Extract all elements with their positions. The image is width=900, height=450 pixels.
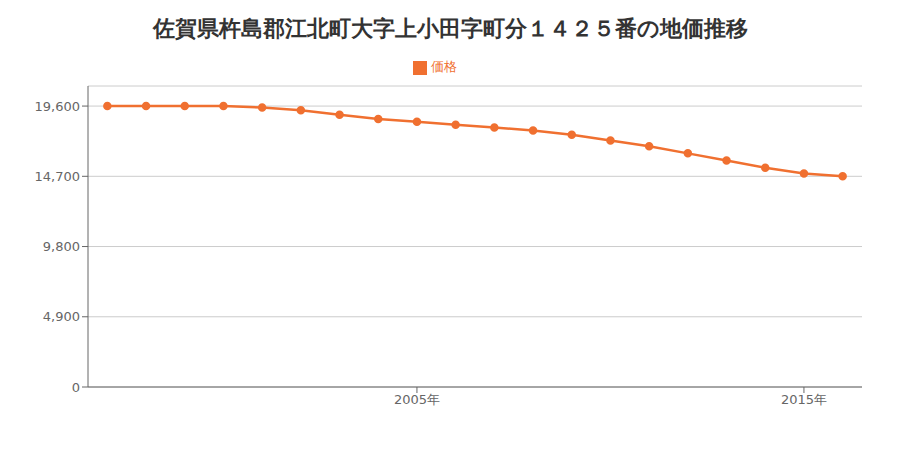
svg-text:0: 0 [72,380,80,395]
html-text:佐賀県杵島郡江北町大字上小田字町分１４２５番の地価推移: 佐賀県杵島郡江北町大字上小田字町分１４２５番の地価推移 [152,16,748,41]
html-text:価格: 価格 [431,59,457,74]
svg-text:14,700: 14,700 [35,169,81,184]
svg-text:2015年: 2015年 [781,392,827,407]
svg-text:9,800: 9,800 [43,239,80,254]
svg-text:4,900: 4,900 [43,309,80,324]
svg-text:2005年: 2005年 [394,392,440,407]
svg-text:19,600: 19,600 [35,99,81,114]
